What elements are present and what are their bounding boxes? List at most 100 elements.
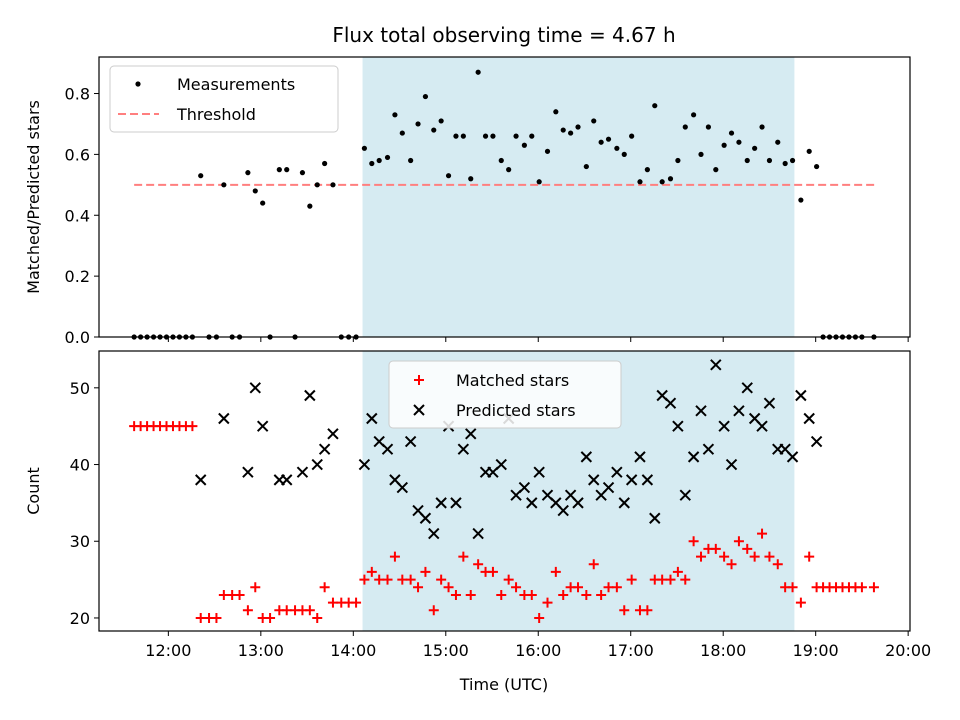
measurement-point xyxy=(415,121,421,127)
measurement-point xyxy=(598,139,604,145)
x-tick-label: 12:00 xyxy=(145,641,191,660)
predicted-star-point xyxy=(472,527,484,540)
matched-star-point xyxy=(389,551,400,562)
matched-star-point xyxy=(719,551,730,562)
matched-star-point xyxy=(642,605,653,616)
predicted-star-point xyxy=(602,481,615,494)
measurement-point xyxy=(453,133,459,139)
x-tick-label: 15:00 xyxy=(423,641,469,660)
predicted-star-point xyxy=(366,412,378,425)
matched-star-point xyxy=(511,582,522,593)
measurement-point xyxy=(691,112,697,118)
measurement-point xyxy=(806,148,812,154)
measurement-point xyxy=(529,133,535,139)
predicted-star-point xyxy=(450,497,462,509)
matched-star-point xyxy=(672,566,683,577)
predicted-star-point xyxy=(679,489,691,501)
matched-star-point xyxy=(405,574,416,585)
predicted-star-point xyxy=(795,389,807,402)
legend-predicted-marker xyxy=(413,404,425,416)
measurement-point xyxy=(536,179,542,185)
measurement-point xyxy=(782,160,788,167)
matched-star-point xyxy=(312,612,323,623)
measurement-point xyxy=(728,130,735,136)
legend-measurements-marker xyxy=(135,81,141,87)
y-tick-label: 20 xyxy=(70,609,90,628)
matched-star-point xyxy=(804,551,815,562)
measurement-point xyxy=(498,157,504,164)
predicted-star-point xyxy=(786,451,799,463)
measurement-point xyxy=(513,133,519,139)
matched-star-point xyxy=(856,582,867,593)
measurement-point xyxy=(766,157,773,164)
matched-star-point xyxy=(696,551,707,562)
predicted-star-point xyxy=(756,420,768,432)
matched-star-point xyxy=(436,574,447,585)
predicted-star-point xyxy=(242,466,254,478)
measurement-point xyxy=(775,139,781,145)
predicted-star-point xyxy=(381,443,394,455)
measurement-point xyxy=(521,142,527,148)
measurement-point xyxy=(482,133,489,139)
measurement-point xyxy=(422,93,429,100)
matched-star-point xyxy=(250,582,261,593)
matched-star-point xyxy=(764,551,775,562)
matched-star-point xyxy=(211,612,222,623)
measurement-point xyxy=(575,124,581,130)
predicted-star-point xyxy=(218,412,230,425)
measurement-point xyxy=(431,127,437,133)
matched-star-point xyxy=(503,574,514,585)
predicted-star-point xyxy=(318,443,331,455)
y-tick-label: 0.6 xyxy=(65,145,90,164)
legend-threshold-label: Threshold xyxy=(176,105,256,124)
measurement-point xyxy=(299,170,306,176)
y-tick-label: 0.0 xyxy=(65,328,90,347)
x-tick-label: 19:00 xyxy=(793,641,839,660)
predicted-star-point xyxy=(664,397,677,409)
predicted-star-point xyxy=(763,397,776,409)
measurement-point xyxy=(361,145,368,151)
matched-star-point xyxy=(420,566,431,577)
matched-star-point xyxy=(351,597,362,608)
predicted-star-point xyxy=(419,512,432,524)
matched-star-point xyxy=(382,574,393,585)
matched-star-point xyxy=(366,566,377,577)
matched-star-point xyxy=(265,612,276,623)
matched-star-point xyxy=(749,551,760,562)
measurement-point xyxy=(252,188,258,194)
matched-star-point xyxy=(558,589,569,600)
measurement-point xyxy=(652,103,658,109)
measurement-point xyxy=(445,173,452,179)
predicted-star-point xyxy=(249,382,261,394)
predicted-star-point xyxy=(641,474,654,486)
predicted-star-point xyxy=(327,428,339,440)
matched-star-point xyxy=(450,589,461,600)
measurement-point xyxy=(621,151,627,157)
predicted-star-point xyxy=(256,420,269,432)
measurement-point xyxy=(276,167,282,173)
measurement-point xyxy=(682,124,688,130)
predicted-star-point xyxy=(495,458,507,471)
predicted-star-point xyxy=(580,451,593,463)
predicted-star-point xyxy=(195,474,207,486)
legend-predicted-label: Predicted stars xyxy=(456,401,576,420)
matched-star-point xyxy=(665,574,676,585)
matched-star-point xyxy=(542,597,553,608)
matched-star-point xyxy=(526,589,537,600)
matched-star-point xyxy=(573,582,584,593)
measurement-point xyxy=(468,176,474,182)
predicted-star-point xyxy=(803,412,815,425)
measurement-point xyxy=(659,179,665,185)
measurement-point xyxy=(307,203,313,209)
matched-star-point xyxy=(550,566,561,577)
x-axis-label: Time (UTC) xyxy=(459,675,548,694)
predicted-star-point xyxy=(687,451,700,463)
measurement-point xyxy=(506,167,512,173)
matched-star-point xyxy=(772,559,783,570)
matched-star-point xyxy=(787,582,798,593)
ratio-panel: 0.0 0.2 0.4 0.6 0.8 Matched/Predicted stars Me… xyxy=(24,56,911,347)
measurement-point xyxy=(322,160,328,167)
measurement-point xyxy=(637,179,643,185)
x-tick-label: 18:00 xyxy=(700,641,746,660)
